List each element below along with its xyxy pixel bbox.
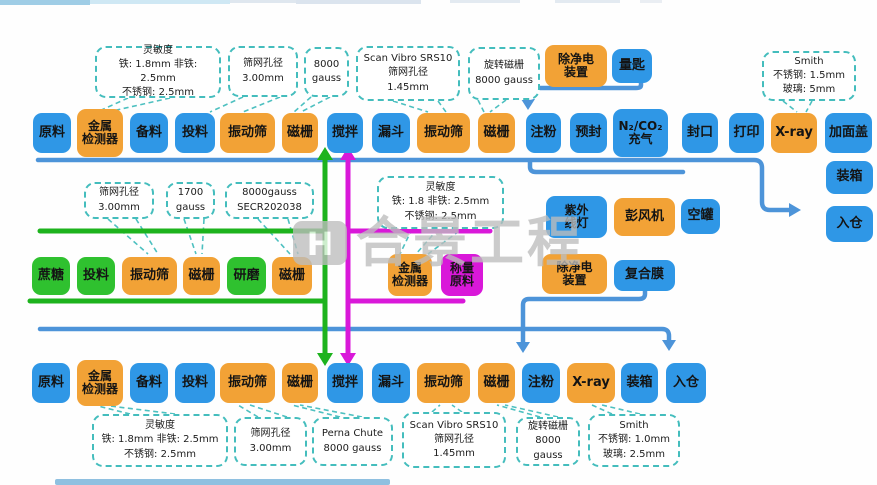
process-box: 漏斗 (372, 113, 410, 153)
process-box: 量匙 (612, 49, 652, 83)
process-box: 注粉 (526, 113, 561, 153)
blue-arrowheads (516, 99, 801, 353)
spec-callout: 灵敏度 铁: 1.8mm 非铁: 2.5mm 不锈钢: 2.5mm (92, 414, 228, 467)
process-box: 紫外 线灯 (546, 196, 607, 238)
process-box: 投料 (77, 257, 115, 295)
spec-callout: 1700 gauss (166, 182, 215, 219)
process-box: 入仓 (826, 206, 873, 242)
process-box: 备料 (130, 113, 168, 153)
process-box: 金属 检测器 (77, 360, 123, 406)
spec-callout: Smith 不锈钢: 1.0mm 玻璃: 2.5mm (588, 414, 680, 467)
process-box: 漏斗 (372, 363, 410, 403)
process-box: 金属 检测器 (388, 254, 432, 296)
process-box: 除净电 装置 (545, 45, 607, 87)
process-box: 原料 (33, 113, 71, 153)
green-arrowheads (317, 147, 333, 366)
spec-callout: Smith 不锈钢: 1.5mm 玻璃: 5mm (762, 51, 856, 101)
process-box: 装箱 (826, 161, 873, 194)
process-box: 彭风机 (614, 198, 675, 236)
process-box: 金属 检测器 (77, 109, 123, 157)
process-box: 振动筛 (417, 113, 470, 153)
process-box: 振动筛 (220, 113, 275, 153)
process-box: 振动筛 (417, 363, 470, 403)
process-box: N₂/CO₂ 充气 (613, 109, 668, 157)
process-box: 投料 (175, 113, 215, 153)
process-box: 磁栅 (282, 113, 318, 153)
process-box: 空罐 (681, 199, 720, 234)
process-box: 备料 (130, 363, 168, 403)
spec-callout: 筛网孔径 3.00mm (234, 417, 307, 466)
process-box: 磁栅 (272, 257, 312, 295)
process-box: 加面盖 (825, 113, 872, 153)
spec-callout: 8000gauss SECR202038 (225, 182, 314, 219)
process-box: 投料 (175, 363, 215, 403)
process-box: 注粉 (522, 363, 560, 403)
process-box: 复合膜 (614, 260, 675, 291)
bottom-edge-bar (55, 479, 390, 485)
process-box: 除净电 装置 (542, 254, 607, 294)
spec-callout: 筛网孔径 3.00mm (228, 46, 298, 97)
blue-flow-lines (35, 80, 792, 345)
process-box: 磁栅 (183, 257, 220, 295)
spec-callout: 筛网孔径 3.00mm (84, 182, 154, 219)
process-box: 研磨 (227, 257, 266, 295)
process-box: 磁栅 (478, 113, 515, 153)
process-box: 打印 (729, 113, 764, 153)
process-box: 入仓 (666, 363, 706, 403)
process-box: 振动筛 (122, 257, 177, 295)
process-box: 原料 (32, 363, 70, 403)
spec-callout: 灵敏度 铁: 1.8 非铁: 2.5mm 不锈钢: 2.5mm (377, 176, 504, 229)
magenta-arrowheads (340, 147, 356, 366)
spec-callout: Scan Vibro SRS10 筛网孔径 1.45mm (402, 412, 506, 468)
process-box: 磁栅 (282, 363, 318, 403)
process-box: 搅拌 (327, 363, 363, 403)
spec-callout: Perna Chute 8000 gauss (312, 417, 393, 466)
spec-callout: Scan Vibro SRS10 筛网孔径 1.45mm (356, 46, 460, 101)
process-box: 磁栅 (478, 363, 515, 403)
spec-callout: 旋转磁栅 8000 gauss (468, 47, 540, 100)
process-box: 搅拌 (327, 113, 363, 153)
process-box: X-ray (567, 363, 615, 403)
process-box: 预封 (570, 113, 607, 153)
process-box: 振动筛 (220, 363, 275, 403)
spec-callout: 8000 gauss (304, 47, 349, 97)
process-box: 封口 (682, 113, 718, 153)
process-box: X-ray (771, 113, 817, 153)
process-box: 称量 原料 (441, 254, 483, 296)
spec-callout: 旋转磁栅 8000 gauss (516, 417, 580, 466)
spec-callout: 灵敏度 铁: 1.8mm 非铁: 2.5mm 不锈钢: 2.5mm (95, 45, 221, 98)
top-edge-artifacts (0, 0, 662, 5)
process-box: 蔗糖 (32, 257, 70, 295)
magenta-flow-lines (345, 155, 493, 356)
process-box: 装箱 (621, 363, 658, 403)
